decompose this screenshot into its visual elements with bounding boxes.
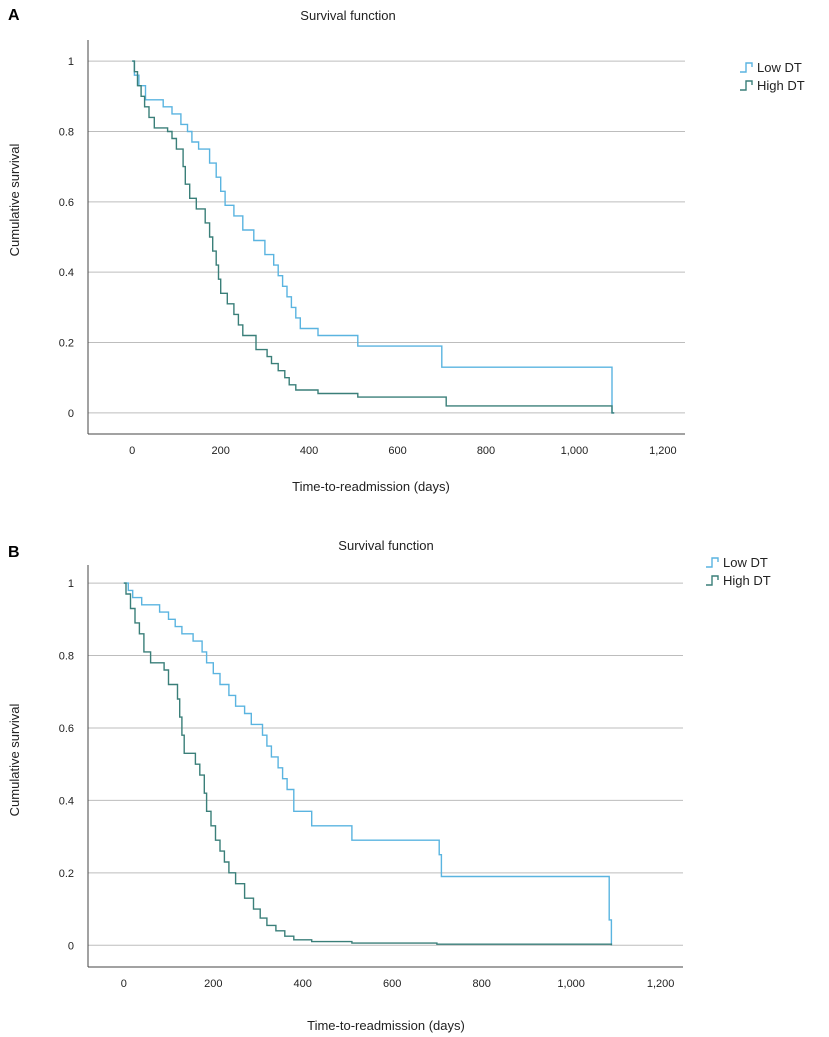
x-axis-label-b: Time-to-readmission (days) [307, 1018, 465, 1033]
y-tick-label-a: 0.4 [59, 267, 74, 279]
x-tick-label-b: 1,000 [557, 978, 585, 990]
x-tick-label-a: 400 [300, 445, 318, 457]
legend-label-low-dt-b: Low DT [723, 555, 768, 570]
x-tick-label-a: 0 [129, 445, 135, 457]
x-tick-label-b: 600 [383, 978, 401, 990]
y-tick-label-a: 1 [68, 56, 74, 68]
legend-swatch-low-dt-b [706, 557, 719, 568]
panel-a: A Survival function Time-to-readmission … [7, 7, 805, 494]
x-tick-label-b: 800 [473, 978, 491, 990]
panel-letter-a: A [8, 7, 20, 24]
series-line-high-dt-a [132, 60, 615, 414]
y-tick-label-b: 1 [68, 578, 74, 590]
x-tick-label-b: 1,200 [647, 978, 675, 990]
y-tick-label-b: 0.4 [59, 795, 74, 807]
x-tick-label-a: 800 [477, 445, 495, 457]
y-tick-label-a: 0 [68, 408, 74, 420]
panel-b: B Survival function Time-to-readmission … [7, 538, 771, 1033]
y-axis-label-a: Cumulative survival [7, 144, 22, 257]
x-tick-label-b: 200 [204, 978, 222, 990]
y-tick-label-a: 0.8 [59, 126, 74, 138]
legend-swatch-low-dt-a [740, 62, 753, 73]
panel-letter-b: B [8, 544, 20, 561]
legend-swatch-high-dt-a [740, 80, 753, 91]
legend-label-high-dt-a: High DT [757, 78, 805, 93]
y-tick-label-b: 0 [68, 940, 74, 952]
y-tick-label-a: 0.2 [59, 338, 74, 350]
chart-title-a: Survival function [300, 8, 395, 23]
x-tick-label-b: 400 [294, 978, 312, 990]
legend-swatch-high-dt-b [706, 575, 719, 586]
series-line-low-dt-b [123, 582, 613, 946]
y-tick-label-b: 0.6 [59, 723, 74, 735]
y-tick-label-b: 0.8 [59, 651, 74, 663]
x-tick-label-a: 200 [211, 445, 229, 457]
legend-label-high-dt-b: High DT [723, 573, 771, 588]
y-tick-label-a: 0.6 [59, 197, 74, 209]
chart-title-b: Survival function [338, 538, 433, 553]
x-tick-label-a: 1,000 [561, 445, 589, 457]
x-tick-label-a: 600 [388, 445, 406, 457]
y-axis-label-b: Cumulative survival [7, 704, 22, 817]
series-line-high-dt-b [123, 582, 613, 946]
x-tick-label-b: 0 [121, 978, 127, 990]
x-axis-label-a: Time-to-readmission (days) [292, 479, 450, 494]
legend-label-low-dt-a: Low DT [757, 60, 802, 75]
y-tick-label-b: 0.2 [59, 868, 74, 880]
series-line-low-dt-a [132, 60, 615, 414]
x-tick-label-a: 1,200 [649, 445, 677, 457]
